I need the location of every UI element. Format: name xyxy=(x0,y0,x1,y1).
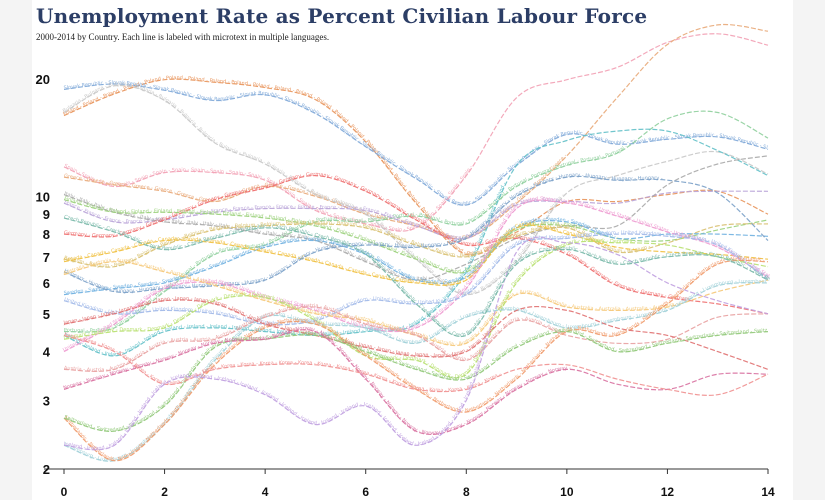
series-line xyxy=(63,83,769,206)
series-line xyxy=(63,217,769,338)
y-tick-label: 9 xyxy=(43,207,50,222)
y-tick-label: 5 xyxy=(43,307,50,322)
series-line xyxy=(63,110,769,333)
series-line xyxy=(63,199,769,274)
series-line xyxy=(63,175,769,294)
x-tick-label: 14 xyxy=(761,485,775,499)
series-line xyxy=(63,282,769,462)
series-line xyxy=(63,261,769,347)
series-line xyxy=(63,23,769,240)
y-tick-label: 3 xyxy=(43,393,50,408)
right-margin xyxy=(793,0,825,500)
series-line xyxy=(63,299,769,370)
chart-title: Unemployment Rate as Percent Civilian La… xyxy=(36,4,648,28)
series-line xyxy=(63,334,769,396)
series-line xyxy=(63,224,769,286)
series-line xyxy=(63,329,769,435)
chart-subtitle: 2000-2014 by Country. Each line is label… xyxy=(36,32,330,42)
series-line xyxy=(63,306,769,372)
y-tick-label: 6 xyxy=(43,276,50,291)
series-line xyxy=(63,128,769,357)
y-tick-label: 8 xyxy=(43,227,50,242)
y-tick-label: 7 xyxy=(43,250,50,265)
series-line xyxy=(63,236,769,451)
y-tick-label: 20 xyxy=(36,72,50,87)
y-tick-label: 10 xyxy=(36,189,50,204)
series-line xyxy=(63,240,769,379)
x-tick-label: 10 xyxy=(560,485,574,499)
series-line xyxy=(63,233,769,326)
series-line xyxy=(63,219,769,296)
series-line xyxy=(63,330,769,432)
x-tick-label: 0 xyxy=(61,485,68,499)
x-tick-label: 6 xyxy=(362,485,369,499)
chart-panel xyxy=(32,0,793,500)
series-line xyxy=(63,223,769,268)
series-line xyxy=(63,174,769,315)
series-line xyxy=(63,199,769,353)
y-tick-label: 4 xyxy=(43,345,51,360)
left-margin xyxy=(0,0,32,500)
series-line xyxy=(63,84,769,296)
x-tick-label: 2 xyxy=(161,485,168,499)
y-tick-label: 2 xyxy=(43,462,50,477)
series-line xyxy=(63,259,769,462)
x-tick-label: 12 xyxy=(661,485,675,499)
x-tick-label: 8 xyxy=(463,485,470,499)
series-line xyxy=(63,190,769,240)
x-tick-label: 4 xyxy=(262,485,269,499)
